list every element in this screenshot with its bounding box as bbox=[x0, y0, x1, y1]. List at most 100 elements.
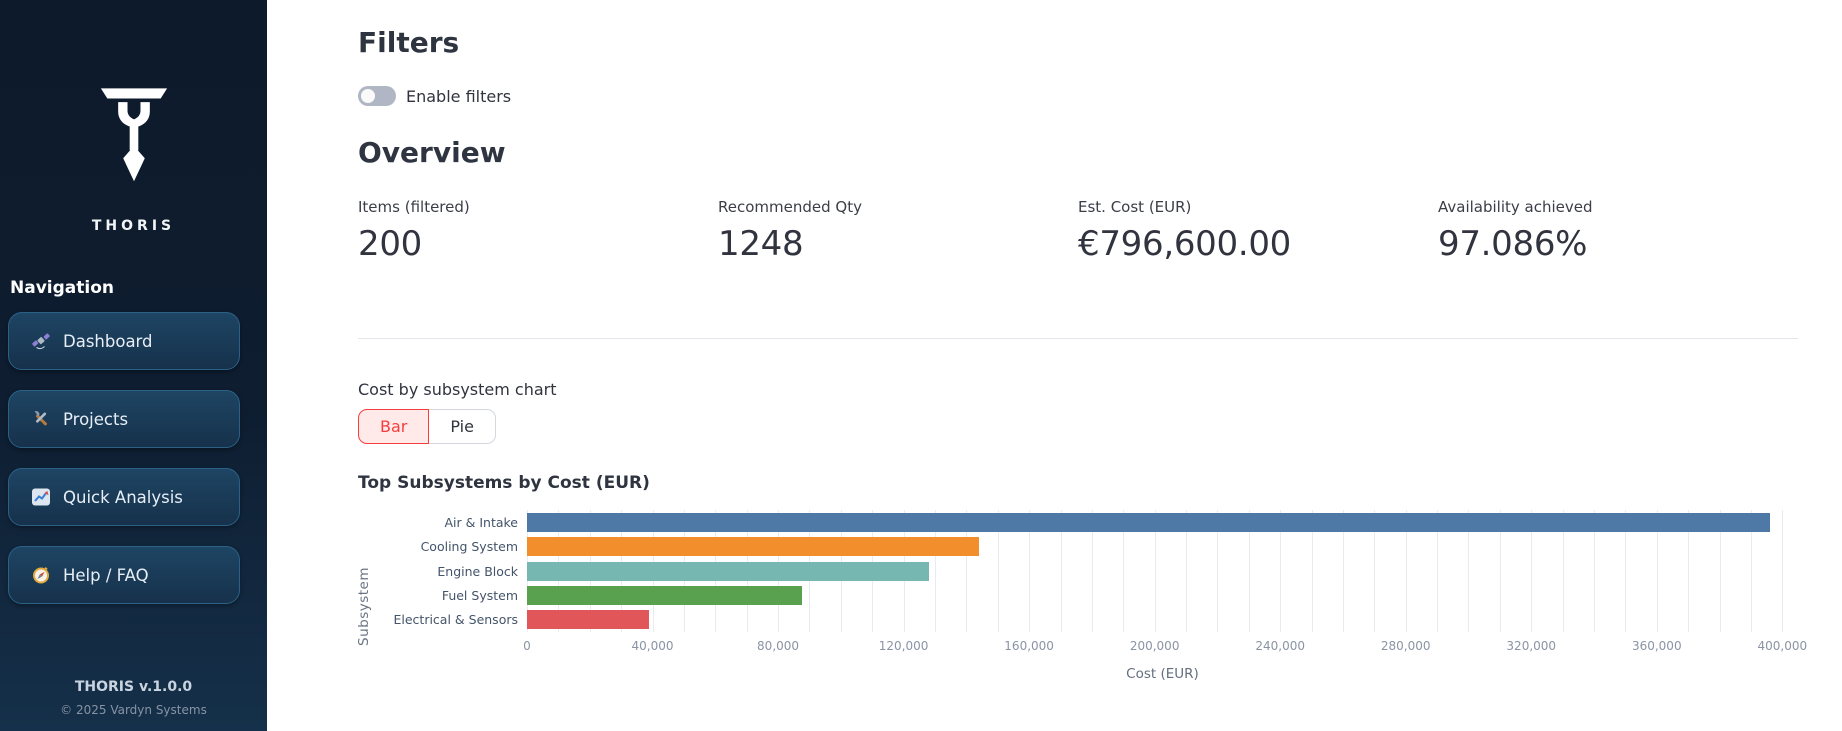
x-tick-label: 0 bbox=[523, 639, 531, 653]
metric-availability: Availability achieved 97.086% bbox=[1438, 198, 1798, 264]
gridline bbox=[1029, 510, 1031, 632]
metric-value: 200 bbox=[358, 224, 422, 264]
gridline bbox=[1437, 510, 1439, 632]
x-axis-title: Cost (EUR) bbox=[1126, 666, 1199, 682]
brand-block: THORIS bbox=[0, 0, 267, 234]
bar bbox=[527, 537, 979, 557]
metric-recommended-qty: Recommended Qty 1248 bbox=[718, 198, 1078, 264]
y-axis-labels: Air & Intake Cooling System Engine Block Fu… bbox=[358, 510, 527, 632]
gridline bbox=[1280, 510, 1282, 632]
bar bbox=[527, 610, 650, 629]
gridline bbox=[1719, 510, 1721, 632]
sidebar-item-projects[interactable]: Projects bbox=[8, 390, 240, 448]
gridline bbox=[1782, 510, 1784, 632]
gridline bbox=[966, 510, 968, 632]
bar bbox=[527, 585, 802, 605]
toggle-knob bbox=[361, 89, 375, 103]
chart-type-segmented-control: Bar Pie bbox=[358, 409, 496, 444]
sidebar-item-help-faq[interactable]: Help / FAQ bbox=[8, 546, 240, 604]
gridline bbox=[1468, 510, 1470, 632]
gridline bbox=[1594, 510, 1595, 632]
brand-name: THORIS bbox=[91, 218, 176, 234]
category-label: Air & Intake bbox=[444, 515, 518, 530]
gridline bbox=[1123, 510, 1125, 632]
tools-icon bbox=[31, 409, 51, 429]
sidebar-item-dashboard[interactable]: Dashboard bbox=[8, 312, 240, 370]
bar-row bbox=[527, 610, 1798, 629]
bar-chart: Subsystem Air & Intake Cooling System Engi… bbox=[356, 510, 1807, 682]
x-tick-label: 120,000 bbox=[878, 639, 929, 653]
gridline bbox=[1750, 510, 1752, 632]
gridline bbox=[1656, 510, 1658, 632]
overview-title: Overview bbox=[358, 136, 506, 169]
gridline bbox=[1405, 510, 1407, 632]
gridline bbox=[1374, 510, 1376, 632]
x-tick-label: 280,000 bbox=[1380, 639, 1431, 653]
sidebar-item-label: Quick Analysis bbox=[63, 487, 183, 507]
gridline bbox=[1499, 510, 1501, 632]
chart-title: Top Subsystems by Cost (EUR) bbox=[358, 473, 650, 493]
filters-title: Filters bbox=[358, 26, 460, 59]
main-content: Filters Enable filters Overview Items (f… bbox=[267, 0, 1842, 731]
thoris-logo-icon bbox=[100, 88, 167, 182]
category-label: Cooling System bbox=[420, 539, 518, 555]
metric-value: €796,600.00 bbox=[1078, 224, 1292, 264]
metric-items-filtered: Items (filtered) 200 bbox=[358, 198, 718, 264]
x-tick-label: 200,000 bbox=[1129, 639, 1180, 653]
x-tick-label: 360,000 bbox=[1631, 639, 1682, 653]
chart-type-option-bar[interactable]: Bar bbox=[358, 409, 430, 444]
gridline bbox=[1060, 510, 1062, 632]
x-tick-label: 240,000 bbox=[1255, 639, 1305, 653]
gridline bbox=[1688, 510, 1690, 632]
chart-type-option-pie[interactable]: Pie bbox=[429, 409, 496, 444]
sidebar-item-label: Help / FAQ bbox=[63, 565, 149, 585]
bar-row bbox=[527, 513, 1798, 532]
satellite-icon bbox=[31, 331, 51, 351]
x-tick-label: 40,000 bbox=[631, 639, 674, 653]
metric-est-cost: Est. Cost (EUR) €796,600.00 bbox=[1078, 198, 1438, 264]
sidebar-item-quick-analysis[interactable]: Quick Analysis bbox=[8, 468, 240, 526]
gridline bbox=[1342, 510, 1344, 632]
metric-value: 97.086% bbox=[1438, 224, 1588, 264]
chart-icon bbox=[31, 487, 51, 507]
x-tick-label: 160,000 bbox=[1004, 639, 1054, 653]
category-label: Engine Block bbox=[437, 563, 518, 579]
x-axis-ticks: 0 40,000 80,000 120,000 160,000 200,000 240,00… bbox=[523, 639, 1807, 655]
sidebar-item-label: Dashboard bbox=[63, 331, 153, 351]
gridline bbox=[1311, 510, 1313, 632]
enable-filters-label: Enable filters bbox=[406, 86, 512, 106]
chart-plot bbox=[527, 510, 1798, 632]
enable-filters-toggle[interactable] bbox=[358, 86, 396, 106]
gridline bbox=[1531, 510, 1533, 632]
metric-label: Est. Cost (EUR) bbox=[1078, 198, 1192, 216]
category-label: Electrical & Sensors bbox=[393, 612, 518, 627]
gridline bbox=[1091, 510, 1093, 632]
x-tick-label: 400,000 bbox=[1757, 639, 1808, 653]
metric-label: Recommended Qty bbox=[718, 198, 862, 216]
bar-row bbox=[527, 585, 1798, 605]
gridline bbox=[1217, 510, 1219, 632]
sidebar-footer: THORIS v.1.0.0 © 2025 Vardyn Systems bbox=[0, 679, 267, 717]
bar-row bbox=[527, 537, 1798, 557]
gridline bbox=[1186, 510, 1188, 632]
metric-label: Availability achieved bbox=[1438, 198, 1593, 216]
enable-filters-row: Enable filters bbox=[358, 84, 1798, 108]
x-tick-label: 80,000 bbox=[757, 639, 800, 653]
compass-icon bbox=[31, 565, 51, 585]
gridline bbox=[1562, 510, 1564, 632]
gridline bbox=[1154, 510, 1156, 632]
sidebar-item-label: Projects bbox=[63, 409, 129, 429]
nav-heading: Navigation bbox=[10, 278, 114, 298]
category-label: Fuel System bbox=[441, 587, 518, 603]
bar bbox=[527, 561, 929, 581]
copyright: © 2025 Vardyn Systems bbox=[60, 703, 207, 717]
sidebar: THORIS Navigation Dashboard Projects bbox=[0, 0, 267, 731]
chart-type-label: Cost by subsystem chart bbox=[358, 380, 557, 399]
metrics-row: Items (filtered) 200 Recommended Qty 124… bbox=[358, 198, 1798, 264]
bar bbox=[527, 513, 1770, 532]
section-divider bbox=[358, 338, 1798, 339]
gridline bbox=[1625, 510, 1627, 632]
y-axis-title: Subsystem bbox=[356, 566, 372, 646]
gridline bbox=[934, 510, 936, 632]
gridline bbox=[1248, 510, 1250, 632]
